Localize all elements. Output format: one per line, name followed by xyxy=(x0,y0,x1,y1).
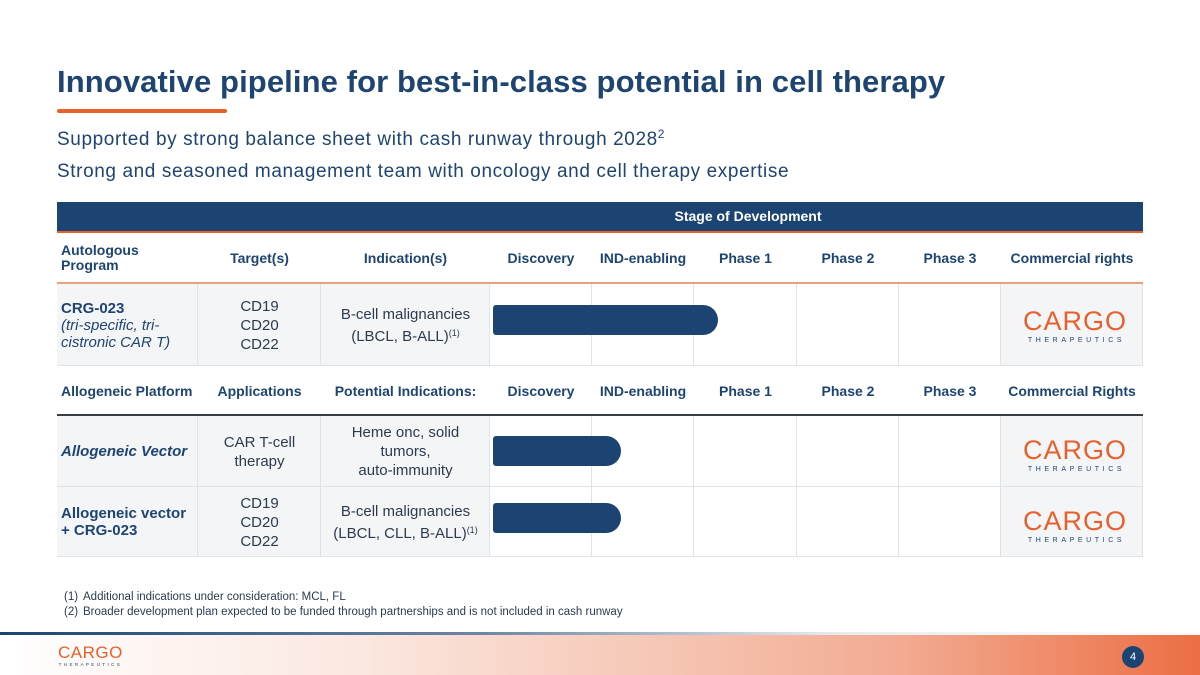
allo-combo-indications: B-cell malignancies (LBCL, CLL, B-ALL)(1… xyxy=(333,502,478,542)
col-commercial-rights: Commercial rights xyxy=(1010,249,1134,266)
col-allo-phase2: Phase 2 xyxy=(821,382,875,399)
col-allogeneic-platform: Allogeneic Platform xyxy=(61,382,193,399)
program-crg023: CRG-023 (tri-specific, tri-cistronic CAR… xyxy=(57,284,198,366)
footnote-2: (2) Broader development plan expected to … xyxy=(64,606,623,618)
title-underline xyxy=(57,109,227,113)
col-allo-ind-enabling: IND-enabling xyxy=(599,382,687,399)
col-allo-phase1: Phase 1 xyxy=(719,382,772,399)
footer-line xyxy=(0,632,1200,635)
progress-bar-allo-combo xyxy=(493,503,621,533)
col-phase2: Phase 2 xyxy=(821,249,875,266)
progress-bar-crg023 xyxy=(493,305,718,335)
col-applications: Applications xyxy=(217,382,302,399)
col-ind-enabling: IND-enabling xyxy=(599,249,687,266)
col-indications: Indication(s) xyxy=(363,249,448,266)
allo-vector-application: CAR T-cell therapy xyxy=(223,433,296,470)
stage-header-bar xyxy=(57,202,1143,231)
col-potential-indications: Potential Indications: xyxy=(334,382,477,399)
program-crg023-desc: (tri-specific, tri-cistronic CAR T) xyxy=(61,316,171,351)
cargo-logo-allo-vector: CARGO THERAPEUTICS xyxy=(1023,435,1128,474)
subtitle-management: Strong and seasoned management team with… xyxy=(57,161,790,182)
crg023-indications: B-cell malignancies (LBCL, B-ALL)(1) xyxy=(340,305,471,345)
page-number: 4 xyxy=(1122,646,1144,668)
program-allogeneic-vector: Allogeneic Vector xyxy=(61,443,188,460)
autologous-header-rule xyxy=(57,282,1143,284)
col-phase1: Phase 1 xyxy=(719,249,772,266)
footnote-1: (1) Additional indications under consider… xyxy=(64,591,346,603)
header-orange-rule xyxy=(57,231,1143,233)
cargo-logo-allo-combo: CARGO THERAPEUTICS xyxy=(1023,506,1128,545)
col-autologous-program: Autologous Program xyxy=(61,242,139,273)
allo-vector-indications: Heme onc, solid tumors, auto-immunity xyxy=(351,424,460,479)
program-crg023-name: CRG-023 xyxy=(61,299,125,317)
col-allo-discovery: Discovery xyxy=(507,382,575,399)
allo-combo-targets: CD19 CD20 CD22 xyxy=(240,494,279,550)
col-phase3: Phase 3 xyxy=(923,249,977,266)
stage-of-development-label: Stage of Development xyxy=(674,208,822,224)
progress-bar-allo-vector xyxy=(493,436,621,466)
subtitle-cash-runway: Supported by strong balance sheet with c… xyxy=(57,127,666,150)
col-discovery: Discovery xyxy=(507,249,575,266)
footnotes: (1) Additional indications under consider… xyxy=(64,590,623,620)
allogeneic-header-rule xyxy=(57,414,1143,416)
cargo-logo-crg023: CARGO THERAPEUTICS xyxy=(1023,306,1128,345)
crg023-targets: CD19 CD20 CD22 xyxy=(240,297,279,353)
page-title: Innovative pipeline for best-in-class po… xyxy=(57,64,946,99)
pipeline-table: Stage of Development Autologous Program … xyxy=(57,202,1143,557)
footer-logo: CARGO THERAPEUTICS xyxy=(58,643,123,667)
col-allo-commercial-rights: Commercial Rights xyxy=(1008,382,1136,399)
col-targets: Target(s) xyxy=(230,249,289,266)
footer-band xyxy=(0,632,1200,675)
program-allogeneic-combo: Allogeneic vector + CRG-023 xyxy=(61,505,187,539)
col-allo-phase3: Phase 3 xyxy=(923,382,977,399)
